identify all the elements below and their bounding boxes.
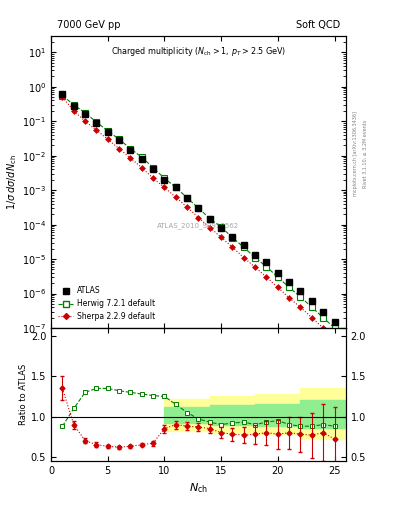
Text: Rivet 3.1.10, ≥ 3.2M events: Rivet 3.1.10, ≥ 3.2M events xyxy=(363,119,368,188)
Text: 7000 GeV pp: 7000 GeV pp xyxy=(57,20,121,30)
Text: ATLAS_2010_S8918562: ATLAS_2010_S8918562 xyxy=(158,222,239,229)
Y-axis label: Ratio to ATLAS: Ratio to ATLAS xyxy=(19,364,28,425)
Y-axis label: $1/\sigma\,d\sigma/dN_\mathrm{ch}$: $1/\sigma\,d\sigma/dN_\mathrm{ch}$ xyxy=(6,154,19,210)
Legend: ATLAS, Herwig 7.2.1 default, Sherpa 2.2.9 default: ATLAS, Herwig 7.2.1 default, Sherpa 2.2.… xyxy=(55,284,158,324)
Text: Soft QCD: Soft QCD xyxy=(296,20,340,30)
Text: mcplots.cern.ch [arXiv:1306.3436]: mcplots.cern.ch [arXiv:1306.3436] xyxy=(353,111,358,196)
X-axis label: $N_\mathrm{ch}$: $N_\mathrm{ch}$ xyxy=(189,481,208,495)
Text: Charged multiplicity $(N_\mathrm{ch} > 1,\;p_T > 2.5\;\mathrm{GeV})$: Charged multiplicity $(N_\mathrm{ch} > 1… xyxy=(111,45,286,58)
